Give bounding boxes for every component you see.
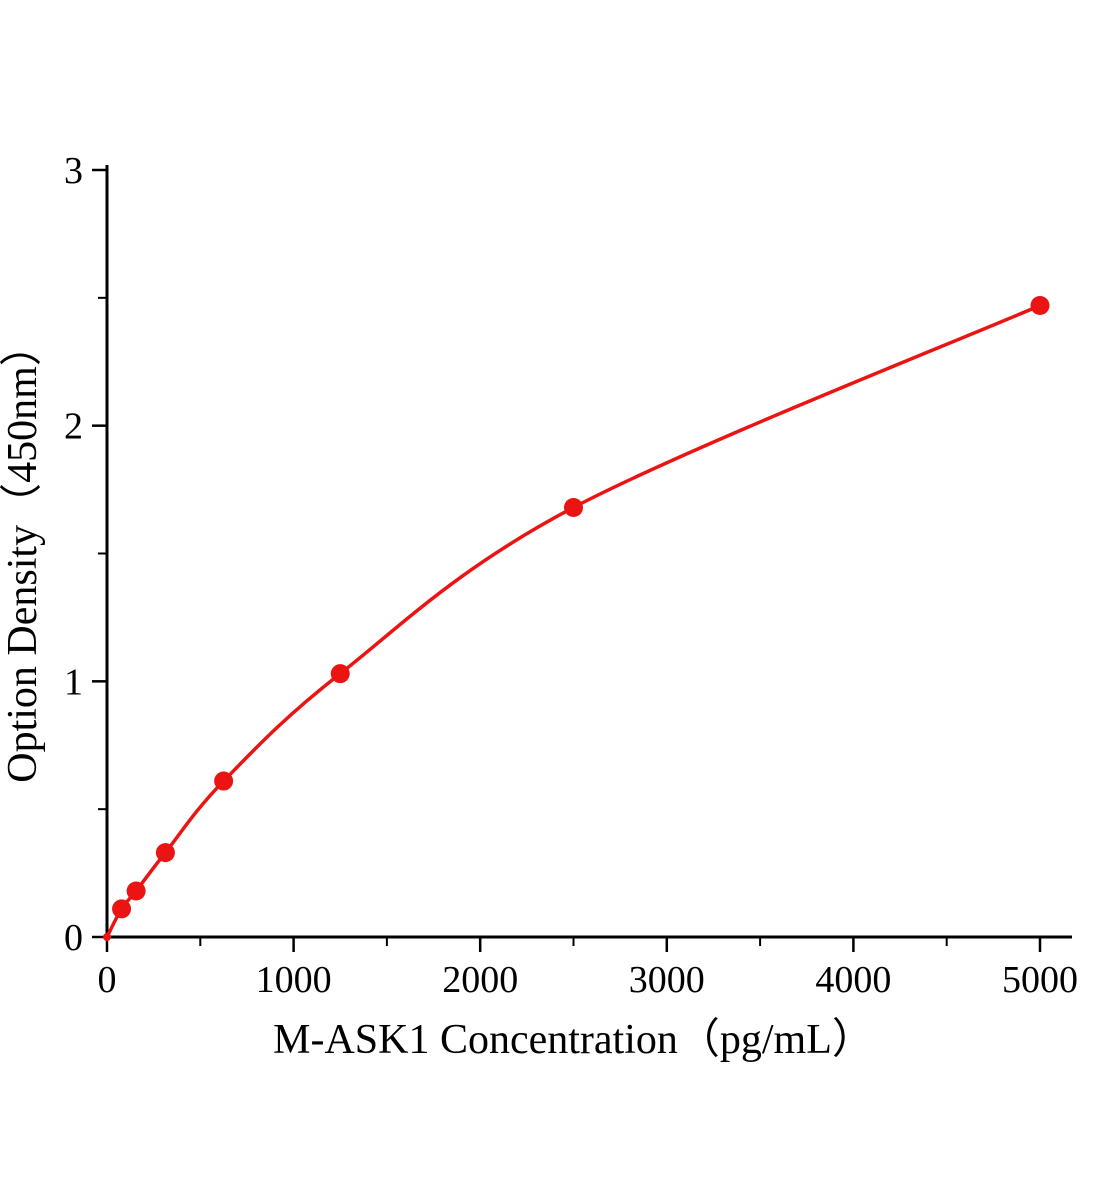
data-point [564,497,583,517]
x-axis-title: M-ASK1 Concentration（pg/mL） [273,1017,874,1063]
data-point [155,843,175,863]
standard-curve-line [105,303,1041,938]
data-point [112,899,132,919]
y-tick-label: 1 [64,661,83,703]
data-point [126,881,146,901]
x-tick-label: 5000 [1002,959,1078,1001]
x-tick-label: 3000 [629,959,705,1001]
data-point [103,933,111,941]
y-tick-label: 3 [64,150,83,192]
y-axis-title: Option Density（450nm） [0,324,46,783]
y-tick-label: 0 [64,917,83,959]
data-point [330,664,350,684]
x-tick-label: 4000 [815,959,891,1001]
x-tick-label: 0 [98,959,117,1001]
y-tick-label: 2 [64,406,83,448]
x-tick-label: 1000 [256,959,332,1001]
data-point [214,771,234,791]
data-point [1030,296,1050,316]
x-tick-label: 2000 [442,959,518,1001]
